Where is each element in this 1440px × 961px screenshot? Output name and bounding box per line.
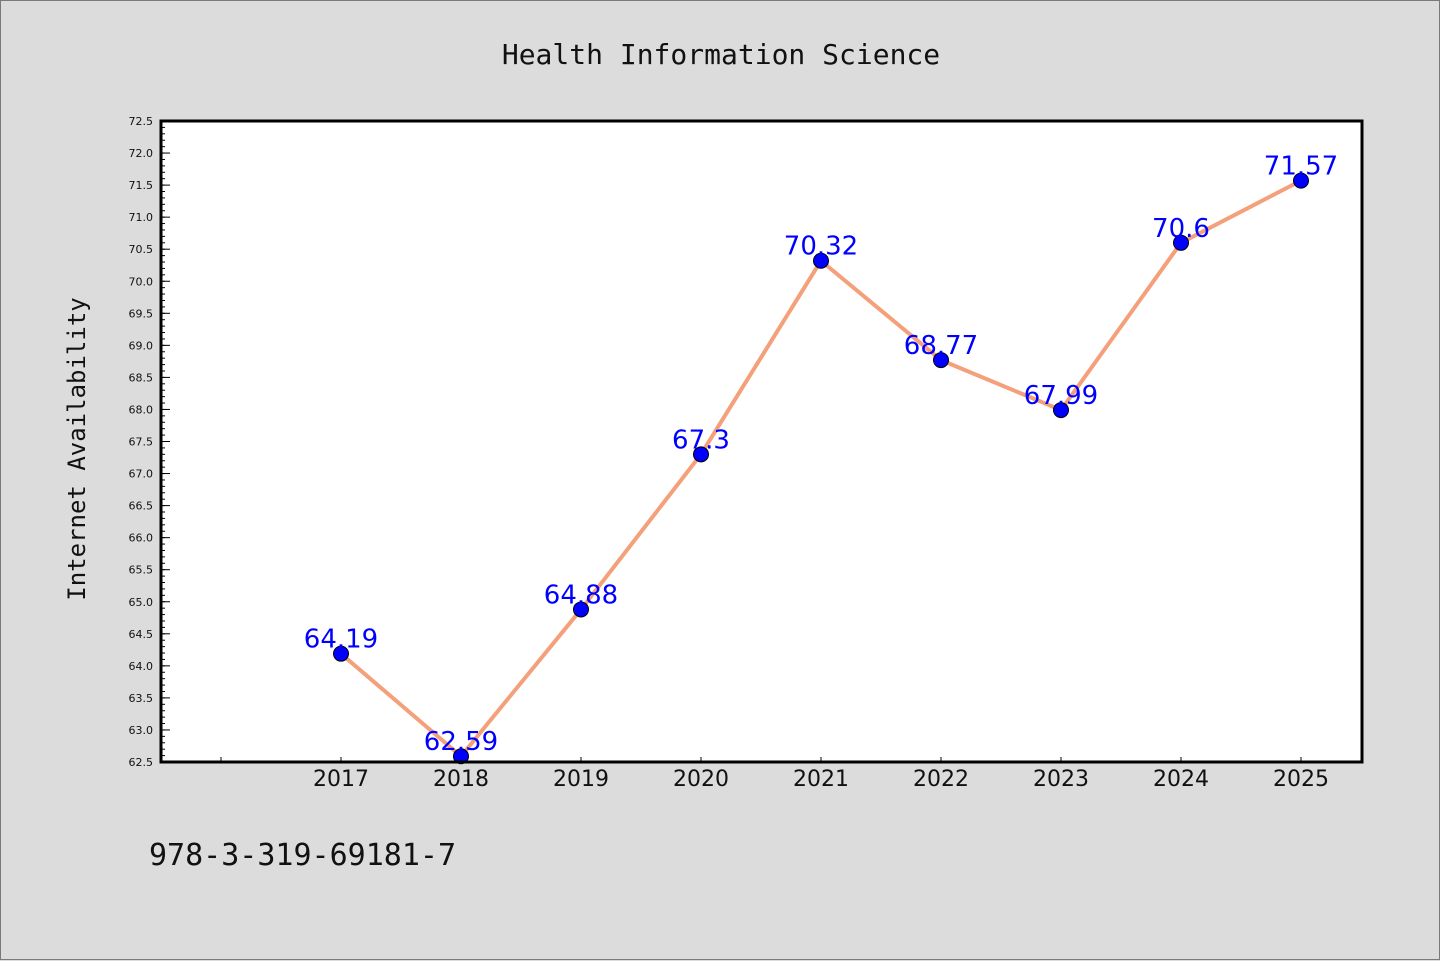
- y-tick-label: 69.5: [129, 307, 154, 320]
- data-point-marker: [693, 446, 709, 463]
- data-point-marker: [573, 601, 589, 618]
- y-tick-label: 68.0: [129, 403, 154, 416]
- y-tick-label: 66.5: [129, 500, 154, 513]
- y-tick-label: 64.0: [129, 660, 154, 673]
- x-tick-label: 2019: [553, 767, 609, 792]
- data-label: 70.32: [784, 232, 858, 262]
- y-axis-ticks: 62.5 63.0 63.5 64.0 64.5 65.0 65.5 66.0 66.5 67.0…: [129, 115, 170, 769]
- y-tick-label: 64.5: [129, 628, 154, 641]
- y-tick-label: 67.5: [129, 436, 154, 449]
- data-point-marker: [453, 748, 469, 765]
- data-label: 64.19: [304, 625, 378, 655]
- data-label: 70.6: [1152, 214, 1210, 244]
- data-point-marker: [1173, 234, 1189, 251]
- y-tick-label: 71.5: [129, 179, 154, 192]
- data-label: 67.99: [1024, 381, 1098, 411]
- data-labels: 64.19 62.59 64.88 67.3 70.32 68.77 67.99 70.6 71…: [304, 152, 1338, 758]
- x-tick-label: 2022: [913, 767, 969, 792]
- data-point-marker: [1293, 172, 1309, 189]
- data-label: 62.59: [424, 727, 498, 757]
- y-tick-label: 70.5: [129, 243, 154, 256]
- plot-area: [161, 121, 1362, 762]
- series-markers: [333, 172, 1309, 765]
- x-tick-label: 2023: [1033, 767, 1089, 792]
- y-tick-label: 68.5: [129, 371, 154, 384]
- data-point-marker: [933, 352, 949, 369]
- x-tick-label: 2017: [313, 767, 369, 792]
- y-tick-label: 70.0: [129, 275, 154, 288]
- y-tick-label: 63.5: [129, 692, 154, 705]
- y-tick-label: 72.0: [129, 147, 154, 160]
- data-label: 68.77: [904, 331, 978, 361]
- y-tick-label: 72.5: [129, 115, 154, 128]
- data-point-marker: [1053, 402, 1069, 419]
- y-tick-label: 69.0: [129, 339, 154, 352]
- data-label: 64.88: [544, 580, 618, 610]
- y-tick-label: 66.0: [129, 532, 154, 545]
- data-point-marker: [813, 252, 829, 269]
- x-tick-label: 2021: [793, 767, 849, 792]
- x-tick-label: 2024: [1153, 767, 1209, 792]
- y-axis-label: Internet Availability: [63, 297, 91, 600]
- y-tick-label: 65.0: [129, 596, 154, 609]
- x-tick-label: 2018: [433, 767, 489, 792]
- x-tick-label: 2025: [1273, 767, 1329, 792]
- y-tick-label: 63.0: [129, 724, 154, 737]
- isbn-annotation: 978-3-319-69181-7: [149, 838, 456, 873]
- data-label: 71.57: [1264, 152, 1338, 182]
- y-tick-label: 71.0: [129, 211, 154, 224]
- x-tick-label: 2020: [673, 767, 729, 792]
- y-tick-label: 62.5: [129, 756, 154, 769]
- y-tick-label: 65.5: [129, 564, 154, 577]
- y-tick-label: 67.0: [129, 468, 154, 481]
- plot-border: [159, 119, 1364, 764]
- data-point-marker: [333, 645, 349, 662]
- chart-title: Health Information Science: [502, 38, 940, 71]
- data-label: 67.3: [672, 425, 730, 455]
